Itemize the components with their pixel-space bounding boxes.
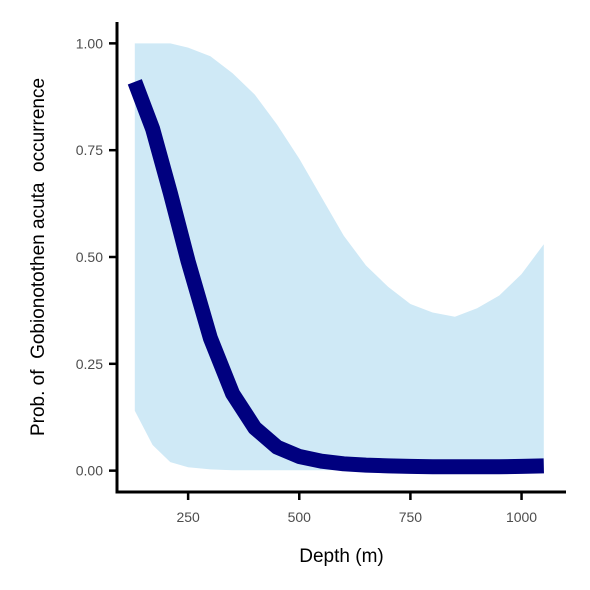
fit-line-layer [127,79,544,475]
x-tick-label: 500 [288,509,312,525]
confidence-ribbon-layer [134,43,544,471]
y-tick-label: 0.00 [76,463,103,479]
y-tick-label: 0.25 [76,356,103,372]
y-tick-label: 1.00 [76,35,103,51]
ticks: 0.00 0.25 0.50 0.75 1.00 250 500 750 1000 [76,35,538,525]
confidence-ribbon [134,43,544,471]
x-tick-label: 750 [399,509,423,525]
x-axis-title: Depth (m) [299,546,383,567]
y-tick-label: 0.50 [76,249,103,265]
probability-line [127,79,544,475]
y-tick-label: 0.75 [76,142,103,158]
y-axis-title: Prob. of Gobionotothen acuta occurrence [28,78,49,436]
x-tick-label: 250 [176,509,200,525]
x-tick-label: 1000 [506,509,537,525]
